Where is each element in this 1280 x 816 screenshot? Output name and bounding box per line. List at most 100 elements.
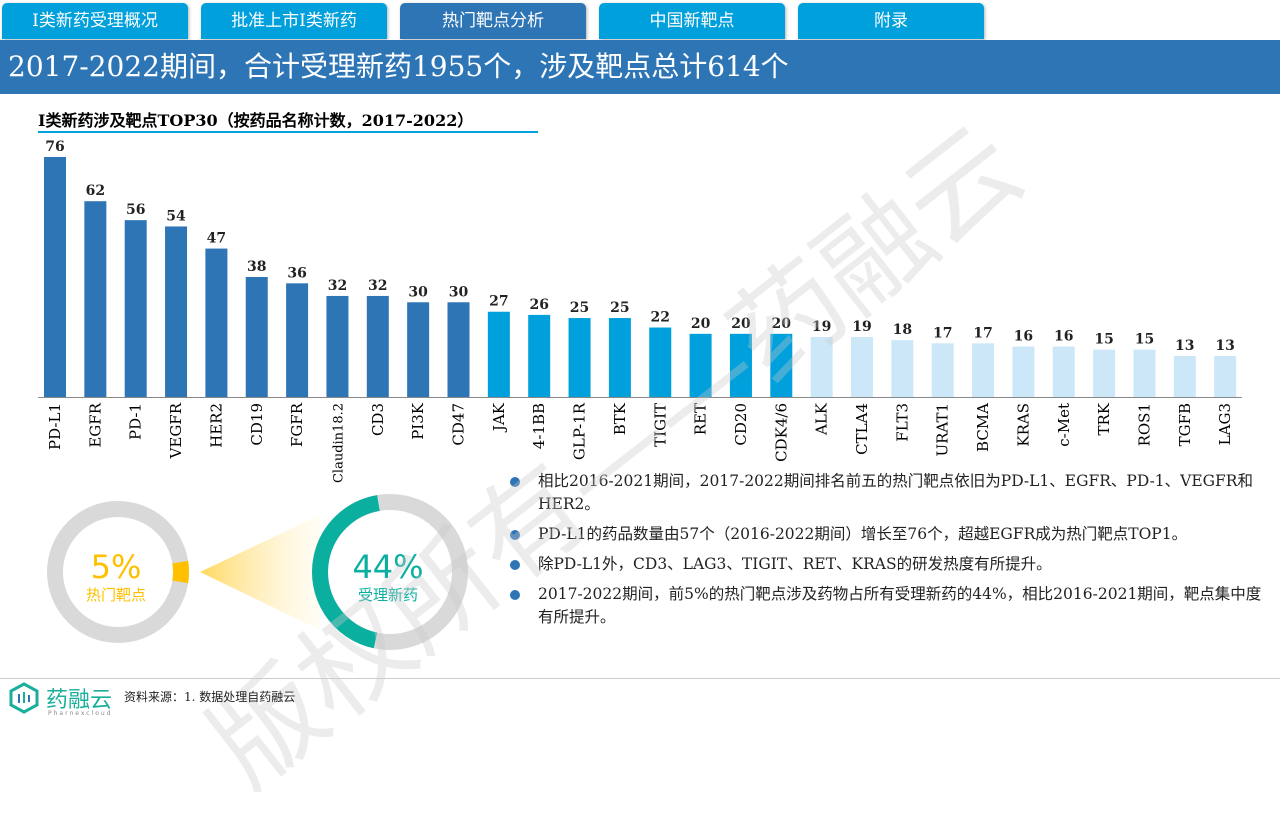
x-tick-label: TGFB: [1176, 403, 1194, 446]
x-tick-label: CD47: [450, 403, 468, 446]
bar-CDK4/6: [770, 333, 793, 397]
data-label: 30: [408, 284, 428, 300]
bar-PD-1: [124, 220, 147, 397]
bar-c-Met: [1052, 346, 1075, 397]
x-tick-label: FLT3: [893, 403, 911, 442]
bar-FLT3: [891, 340, 914, 397]
page-title: 2017-2022期间，合计受理新药1955个，涉及靶点总计614个: [0, 40, 1280, 94]
data-label: 76: [45, 139, 64, 155]
x-tick-label: KRAS: [1014, 403, 1032, 447]
tab-hot-targets[interactable]: 热门靶点分析: [400, 3, 586, 39]
x-tick-label: CTLA4: [853, 403, 871, 455]
bar-CD3: [366, 295, 389, 397]
x-tick-label: CD19: [248, 403, 266, 446]
bar-TGFB: [1173, 355, 1196, 397]
x-tick-label: BTK: [611, 402, 629, 435]
data-label: 32: [328, 278, 347, 294]
data-label: 30: [449, 284, 469, 300]
x-tick-label: c-Met: [1055, 403, 1073, 447]
donut-right-label: 受理新药: [358, 586, 418, 604]
x-tick-label: TRK: [1095, 402, 1113, 435]
bar-Claudin18.2: [326, 295, 349, 397]
data-label: 20: [731, 316, 751, 332]
donut-left-segment: [47, 501, 189, 643]
x-tick-label: FGFR: [288, 402, 306, 447]
data-label: 62: [86, 183, 105, 199]
bar-PI3K: [407, 302, 430, 397]
bar-KRAS: [1012, 346, 1035, 397]
x-tick-label: CDK4/6: [772, 403, 790, 462]
donut-right-value: 44%: [352, 548, 423, 586]
bar-JAK: [487, 311, 510, 397]
bar-FGFR: [286, 283, 309, 397]
x-tick-label: JAK: [490, 402, 508, 433]
bar-VEGFR: [165, 226, 188, 397]
data-label: 15: [1135, 332, 1154, 348]
bar-RET: [689, 333, 712, 397]
x-tick-label: CD20: [732, 403, 750, 446]
data-label: 16: [1014, 328, 1033, 344]
data-label: 56: [126, 202, 145, 218]
x-tick-label: LAG3: [1216, 403, 1234, 445]
data-label: 27: [489, 294, 508, 310]
x-tick-label: PD-1: [127, 403, 145, 440]
x-tick-label: EGFR: [86, 402, 104, 447]
data-label: 54: [166, 208, 186, 224]
x-tick-label: HER2: [207, 403, 225, 448]
footer-divider: [0, 678, 1280, 679]
bar-TIGIT: [649, 327, 672, 397]
data-label: 25: [570, 300, 589, 316]
data-label: 20: [772, 316, 792, 332]
data-label: 15: [1094, 332, 1113, 348]
x-tick-label: BCMA: [974, 403, 992, 452]
data-label: 36: [287, 265, 306, 281]
tab-overview[interactable]: I类新药受理概况: [2, 3, 188, 39]
data-label: 18: [893, 322, 912, 338]
bullet-list: 相比2016-2021期间，2017-2022期间排名前五的热门靶点依旧为PD-…: [510, 470, 1270, 636]
bar-CTLA4: [851, 337, 873, 397]
bar-chart: 76 PD-L1 62 EGFR 56 PD-1 54 VEGFR 47 HER2 38 CD19 36…: [38, 139, 1242, 483]
data-label: 19: [852, 319, 871, 335]
bullet-item: 2017-2022期间，前5%的热门靶点涉及药物占所有受理新药的44%，相比20…: [510, 583, 1270, 629]
tab-appendix[interactable]: 附录: [798, 3, 984, 39]
bar-CD20: [729, 333, 752, 397]
source-note: 资料来源：1. 数据处理自药融云: [124, 690, 296, 704]
bar-ALK: [810, 337, 833, 397]
x-tick-label: ROS1: [1135, 403, 1153, 446]
tab-approved[interactable]: 批准上市I类新药: [201, 3, 387, 39]
x-tick-label: Claudin18.2: [331, 403, 346, 483]
logo-icon: [9, 682, 39, 714]
x-tick-label: ALK: [813, 402, 831, 436]
data-label: 17: [933, 325, 952, 341]
x-tick-label: GLP-1R: [571, 402, 589, 460]
x-tick-label: TIGIT: [651, 403, 669, 447]
chart-title: I类新药涉及靶点TOP30（按药品名称计数，2017-2022）: [38, 111, 474, 130]
x-tick-label: URAT1: [934, 403, 952, 457]
data-label: 26: [529, 297, 548, 313]
x-tick-label: PI3K: [409, 402, 427, 440]
x-tick-label: CD3: [369, 403, 387, 436]
bar-PD-L1: [44, 157, 66, 397]
donut-right-segment: [311, 494, 468, 650]
logo-text: 药融云: [46, 688, 113, 713]
nav-tabs: I类新药受理概况 批准上市I类新药 热门靶点分析 中国新靶点 附录: [0, 3, 1000, 39]
bar-CD47: [447, 302, 470, 397]
data-label: 38: [247, 259, 266, 275]
donut-left-label: 热门靶点: [86, 586, 146, 604]
bar-CD19: [245, 277, 268, 397]
data-label: 13: [1215, 338, 1234, 354]
data-label: 20: [691, 316, 711, 332]
bar-4-1BB: [528, 314, 551, 397]
tab-china-targets[interactable]: 中国新靶点: [599, 3, 785, 39]
donut-left-value: 5%: [91, 548, 142, 586]
data-label: 13: [1175, 338, 1194, 354]
bar-TRK: [1093, 349, 1116, 397]
bar-LAG3: [1214, 355, 1237, 397]
bar-EGFR: [84, 201, 107, 397]
data-label: 22: [651, 310, 670, 326]
bar-BTK: [608, 318, 631, 397]
donut-comparison: 5% 热门靶点 44% 受理新药: [47, 494, 468, 650]
data-label: 19: [812, 319, 831, 335]
bullet-item: PD-L1的药品数量由57个（2016-2022期间）增长至76个，超越EGFR…: [510, 523, 1270, 546]
x-tick-label: 4-1BB: [530, 403, 548, 449]
